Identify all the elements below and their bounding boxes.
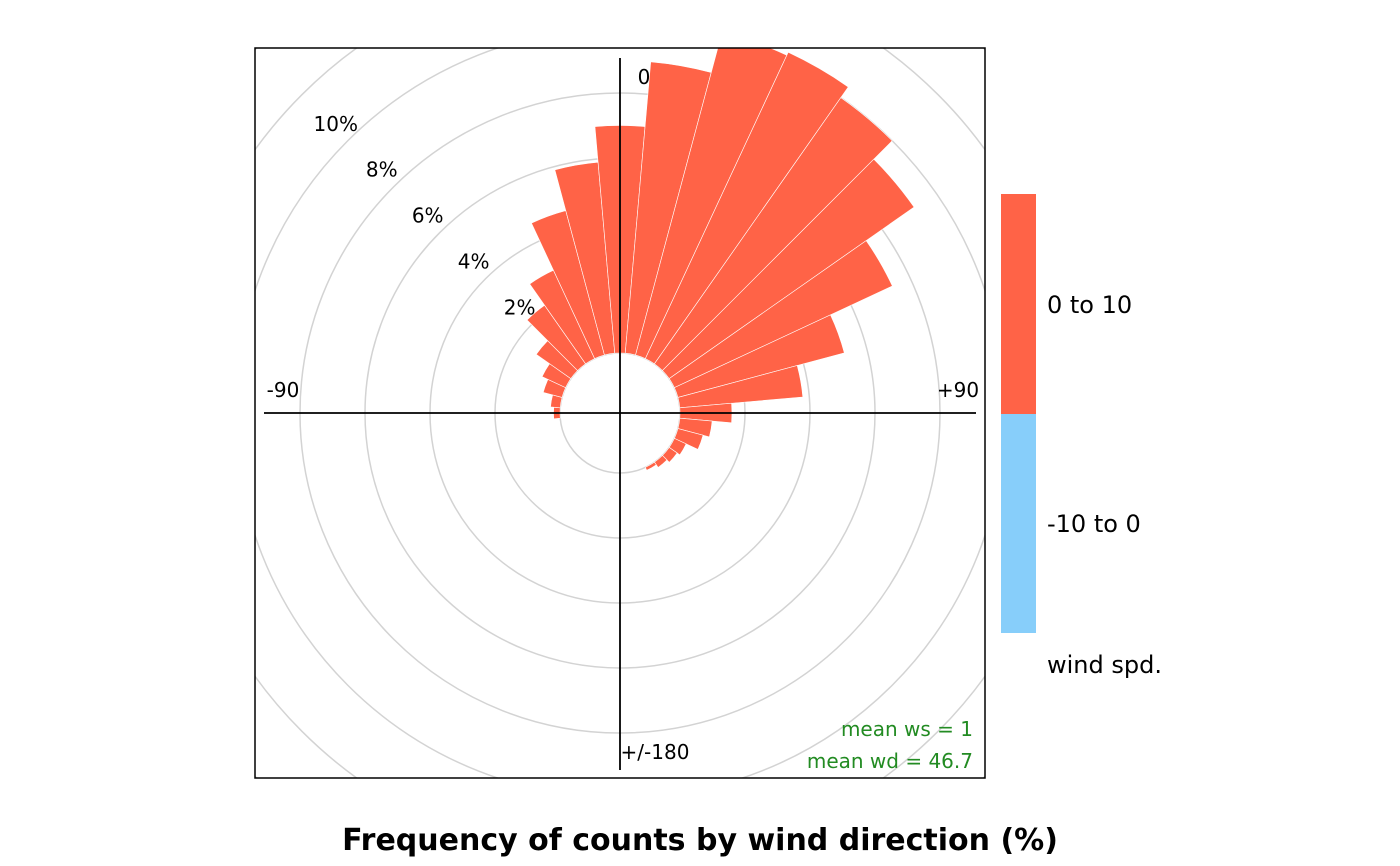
legend-title: wind spd. [1047, 651, 1162, 679]
chart-caption: Frequency of counts by wind direction (%… [342, 823, 1058, 858]
direction-bars [527, 32, 914, 471]
direction-label-left: -90 [267, 378, 300, 402]
mean-wd-label: mean wd = 46.7 [807, 749, 973, 773]
legend: 0 to 10 -10 to 0 wind spd. [1001, 194, 1162, 679]
legend-label-neg10-to-0: -10 to 0 [1047, 510, 1141, 538]
direction-label-bottom: +/-180 [621, 740, 690, 764]
ring-labels: 2% 4% 6% 8% 10% [314, 112, 536, 320]
direction-label-top: 0 [638, 65, 651, 89]
direction-label-right: +90 [937, 378, 979, 402]
legend-swatch-0-to-10 [1001, 194, 1036, 414]
legend-swatch-neg10-to-0 [1001, 414, 1036, 633]
ring-label: 4% [458, 250, 490, 274]
ring-label: 2% [504, 296, 536, 320]
ring-label: 6% [412, 204, 444, 228]
mean-ws-label: mean ws = 1 [841, 717, 973, 741]
ring-label: 10% [314, 112, 358, 136]
legend-label-0-to-10: 0 to 10 [1047, 291, 1132, 319]
ring-label: 8% [366, 158, 398, 182]
